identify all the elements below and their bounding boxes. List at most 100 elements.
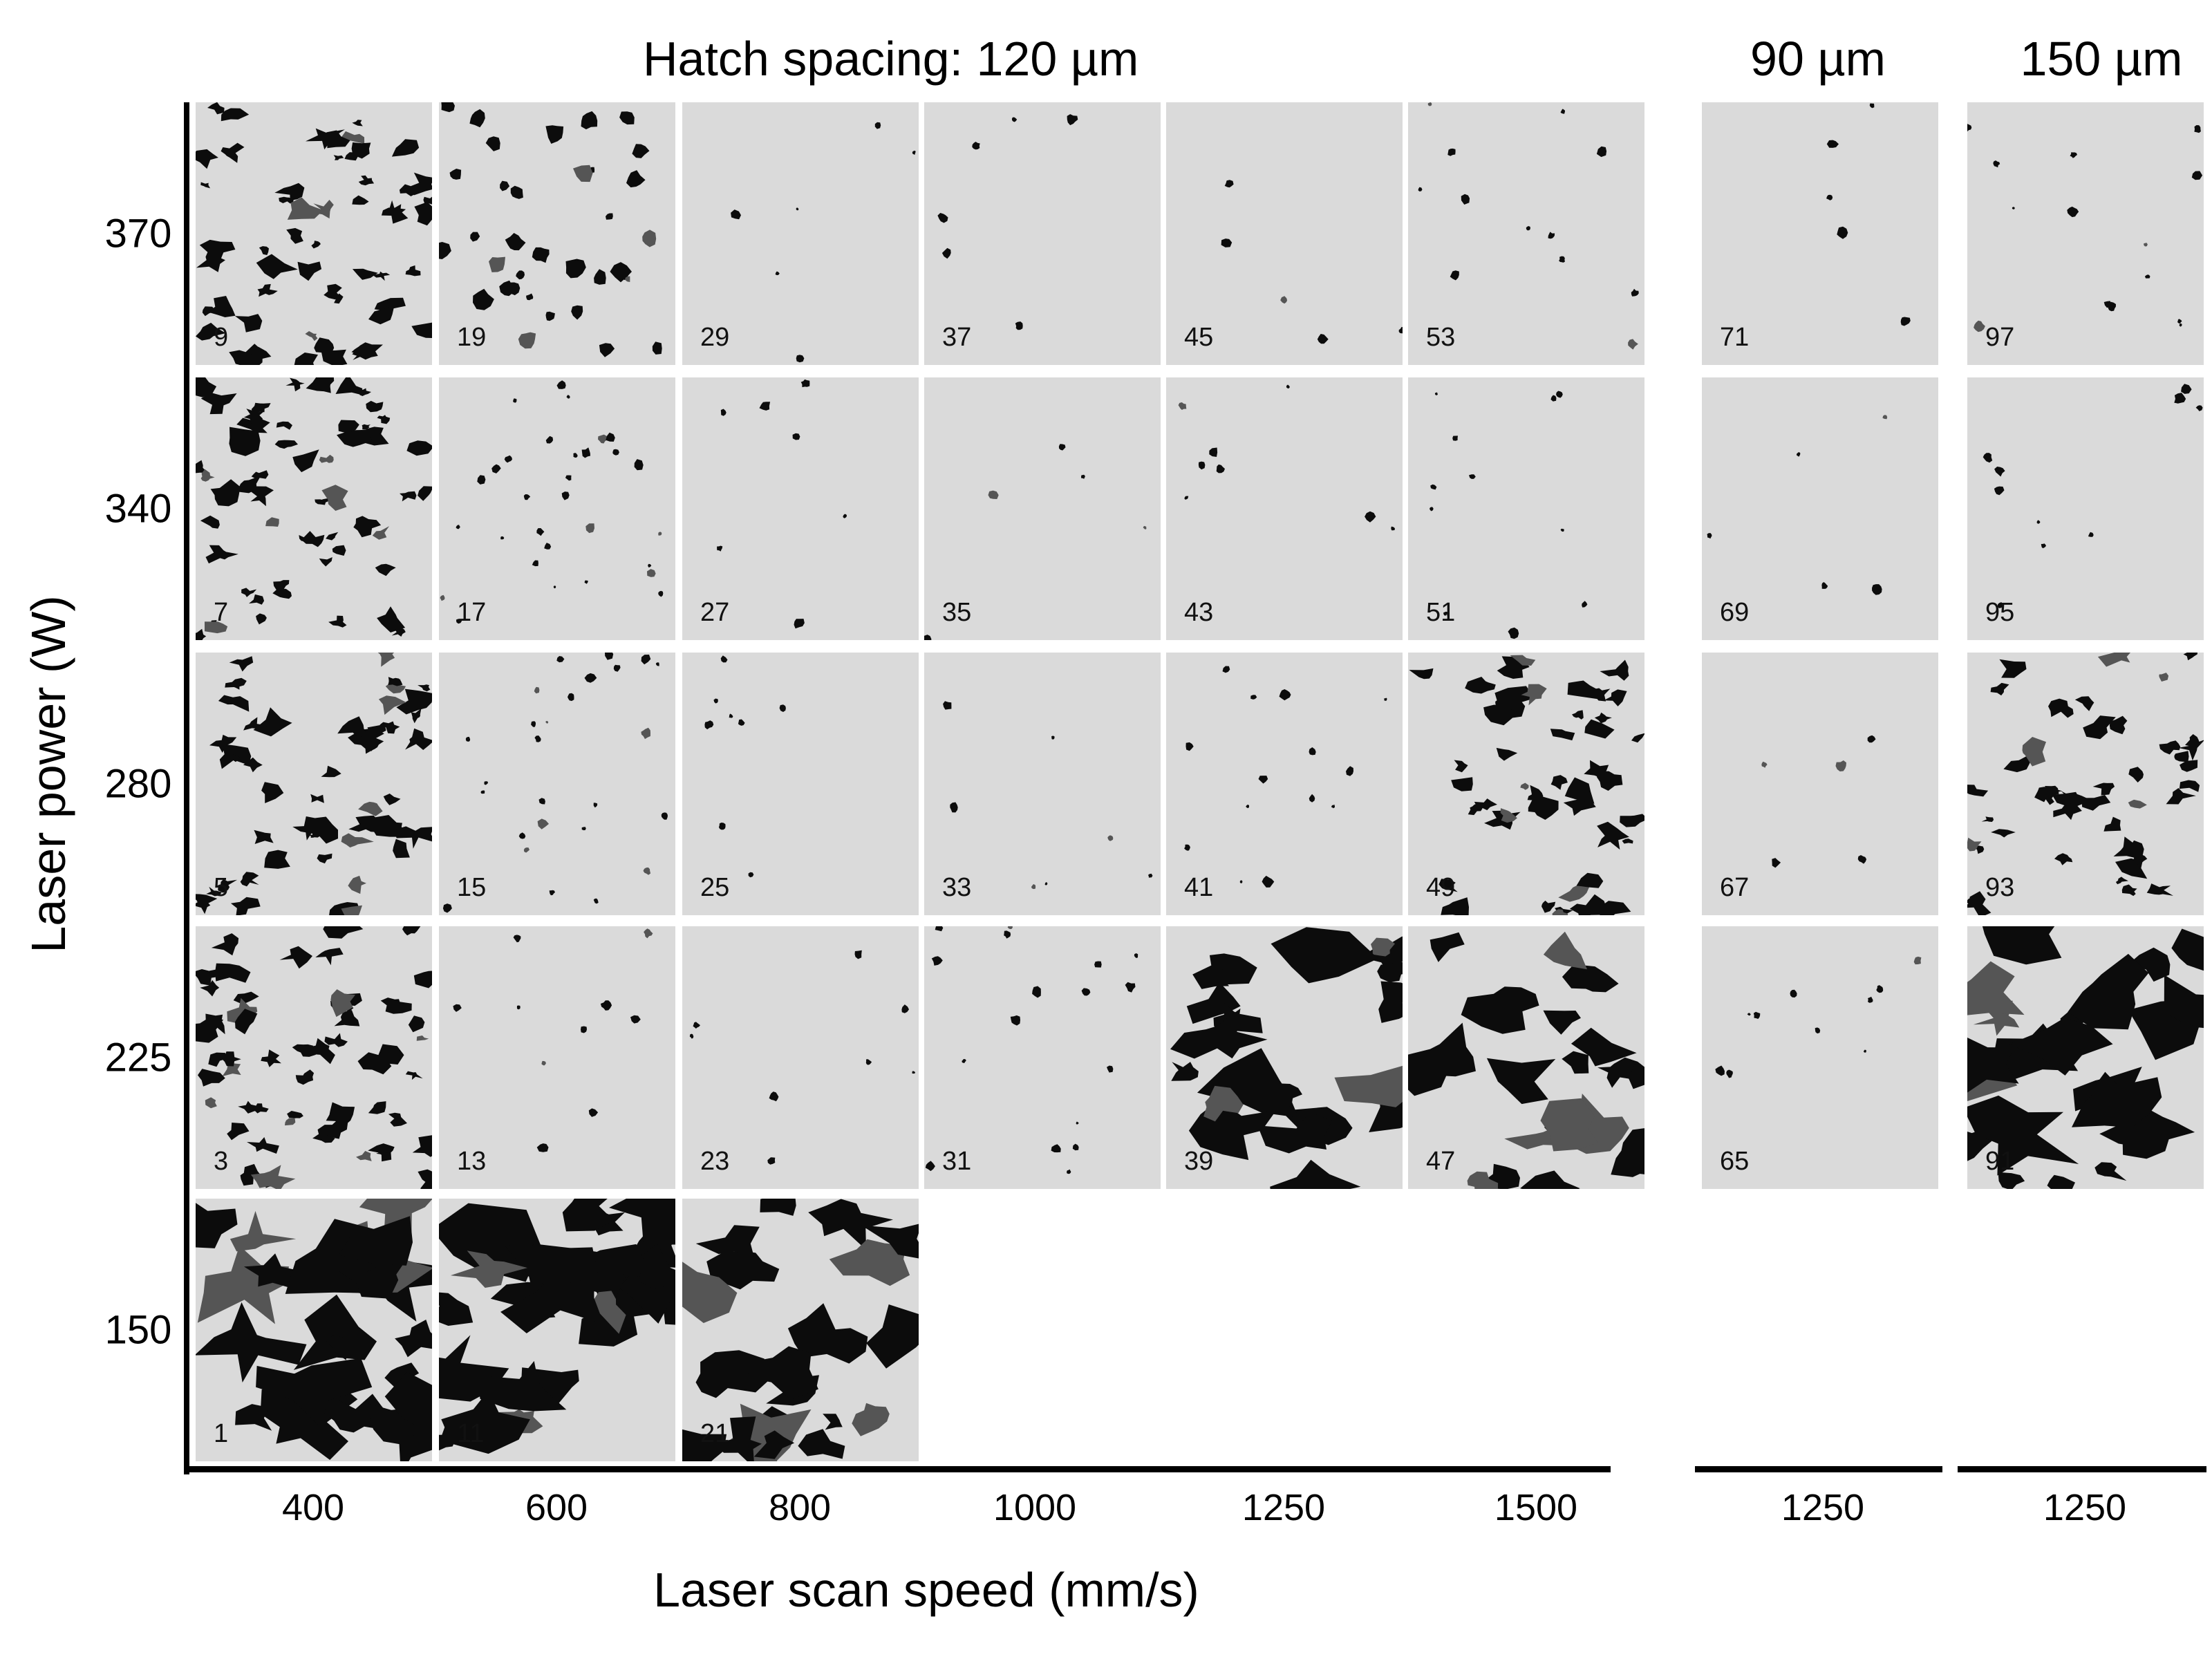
pore xyxy=(1747,1013,1751,1016)
pore xyxy=(1447,148,1456,156)
pore xyxy=(1461,194,1470,205)
pore xyxy=(1796,452,1801,457)
pore xyxy=(1548,232,1555,239)
pore xyxy=(2122,1108,2195,1159)
pore xyxy=(1543,1010,1581,1035)
pore xyxy=(545,720,549,724)
pore xyxy=(1556,391,1563,398)
micrograph-pores xyxy=(1826,103,1911,326)
pore xyxy=(326,1102,355,1127)
pore xyxy=(200,392,237,415)
pore xyxy=(1990,682,2009,696)
pore xyxy=(325,1335,359,1360)
pore xyxy=(1391,526,1395,531)
micrograph-pores xyxy=(439,102,662,357)
pore xyxy=(794,619,805,629)
pore xyxy=(406,440,432,456)
sample-number: 19 xyxy=(457,323,487,352)
pore xyxy=(534,735,541,742)
pore xyxy=(1398,327,1403,334)
pore xyxy=(829,1239,910,1286)
pore xyxy=(1378,981,1403,1023)
pore xyxy=(1599,901,1631,915)
pore xyxy=(1309,794,1315,803)
sample-number: 53 xyxy=(1426,323,1456,352)
pore xyxy=(1993,160,2000,168)
pore xyxy=(1611,1128,1644,1177)
speed-label-400: 400 xyxy=(281,1487,345,1528)
pore xyxy=(1500,808,1517,823)
pore xyxy=(1994,467,2005,477)
micrograph-pores xyxy=(1408,931,1644,1189)
pore xyxy=(1067,1169,1071,1174)
pore xyxy=(2180,760,2198,772)
pore xyxy=(2103,301,2112,308)
pore xyxy=(800,379,810,388)
pore xyxy=(1582,601,1588,608)
micrograph-pores xyxy=(1170,927,1403,1189)
pore xyxy=(423,196,432,205)
pore xyxy=(1540,1098,1598,1152)
sample-number: 5 xyxy=(214,873,229,902)
micrograph-pores xyxy=(943,701,1153,890)
pore xyxy=(210,479,241,507)
pore xyxy=(196,1203,238,1248)
pore xyxy=(532,560,538,567)
pore xyxy=(418,1169,432,1189)
pore xyxy=(1081,988,1091,996)
pore xyxy=(682,1262,738,1323)
pore xyxy=(484,781,489,785)
pore xyxy=(1967,1037,2019,1093)
pore xyxy=(393,838,410,859)
pore xyxy=(713,1416,762,1461)
pore xyxy=(523,847,529,853)
pore xyxy=(1596,146,1607,158)
pore xyxy=(695,1225,760,1257)
pore xyxy=(1418,187,1423,191)
pore xyxy=(208,1052,227,1067)
pore xyxy=(205,1097,217,1109)
pore xyxy=(352,120,363,126)
pore xyxy=(1258,776,1268,784)
sample-number: 23 xyxy=(700,1147,730,1176)
pore xyxy=(265,517,279,527)
pore xyxy=(251,470,269,479)
pore xyxy=(394,826,432,849)
micrograph-tile: 71 xyxy=(1702,102,1938,365)
pore xyxy=(2128,799,2147,809)
pore xyxy=(368,1101,386,1114)
pore xyxy=(1521,684,1547,706)
pore xyxy=(1508,627,1519,639)
pore xyxy=(767,1157,776,1165)
y-axis-title: Laser power (W) xyxy=(21,595,75,953)
pore xyxy=(593,803,598,808)
pore xyxy=(405,1071,423,1080)
pore xyxy=(326,532,339,541)
pore xyxy=(1216,464,1225,474)
pore xyxy=(655,662,659,666)
pore xyxy=(612,449,619,456)
pore xyxy=(609,1199,675,1245)
pore xyxy=(196,628,207,640)
pore xyxy=(356,1151,372,1161)
pore xyxy=(353,516,382,538)
pore xyxy=(1185,742,1194,751)
pore xyxy=(1032,986,1041,998)
pore xyxy=(310,794,324,803)
pore xyxy=(473,288,494,310)
pore xyxy=(221,108,250,122)
pore xyxy=(319,557,332,567)
pore xyxy=(630,1015,641,1024)
micrograph-pores xyxy=(689,950,915,1165)
pore xyxy=(352,268,378,280)
pore xyxy=(1430,484,1437,490)
pore xyxy=(470,232,480,242)
pore xyxy=(440,594,445,601)
pore xyxy=(315,498,330,505)
pore xyxy=(605,653,614,660)
pore xyxy=(388,1112,407,1127)
pore xyxy=(988,490,999,499)
pore xyxy=(1572,710,1584,720)
pore xyxy=(1454,760,1468,773)
pore xyxy=(2185,734,2200,747)
